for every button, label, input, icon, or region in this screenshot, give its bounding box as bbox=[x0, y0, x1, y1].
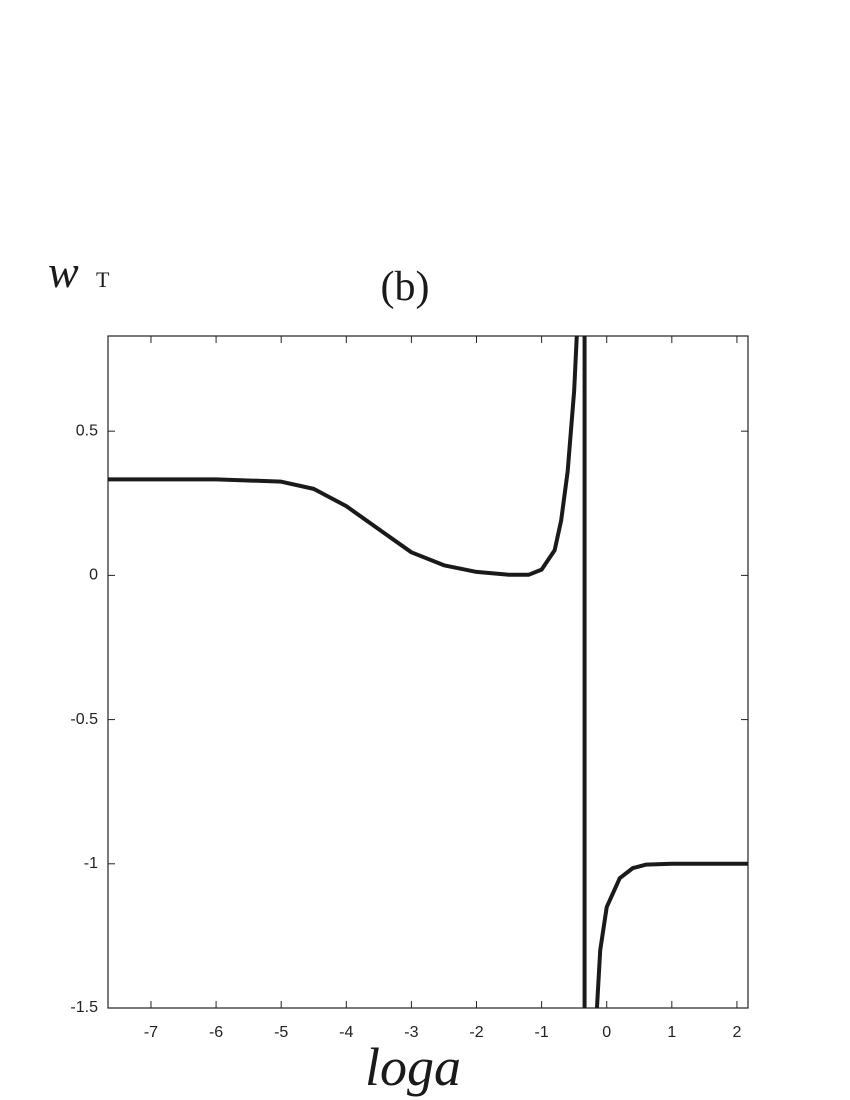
y-axis-label-subscript: T bbox=[96, 267, 110, 292]
plot-frame bbox=[107, 335, 749, 1009]
x-tick-label: -2 bbox=[469, 1024, 483, 1041]
y-tick-label: 0 bbox=[89, 567, 98, 584]
x-tick-label: 2 bbox=[732, 1024, 741, 1041]
x-tick-label: -4 bbox=[339, 1024, 353, 1041]
x-tick-label: -6 bbox=[209, 1024, 223, 1041]
x-tick-label: 0 bbox=[602, 1024, 611, 1041]
y-axis-label: w bbox=[48, 246, 79, 297]
curve bbox=[108, 336, 748, 1008]
x-tick-label: -7 bbox=[144, 1024, 158, 1041]
x-tick-label: -5 bbox=[274, 1024, 288, 1041]
x-axis-label: loga bbox=[365, 1037, 461, 1097]
y-tick-label: -0.5 bbox=[70, 711, 98, 728]
x-tick-label: -1 bbox=[534, 1024, 548, 1041]
x-tick-label: -3 bbox=[404, 1024, 418, 1041]
x-tick-label: 1 bbox=[667, 1024, 676, 1041]
y-tick-label: -1 bbox=[84, 855, 98, 872]
chart-title: (b) bbox=[381, 264, 430, 310]
y-tick-label: -1.5 bbox=[70, 999, 98, 1016]
y-tick-label: 0.5 bbox=[76, 422, 98, 439]
